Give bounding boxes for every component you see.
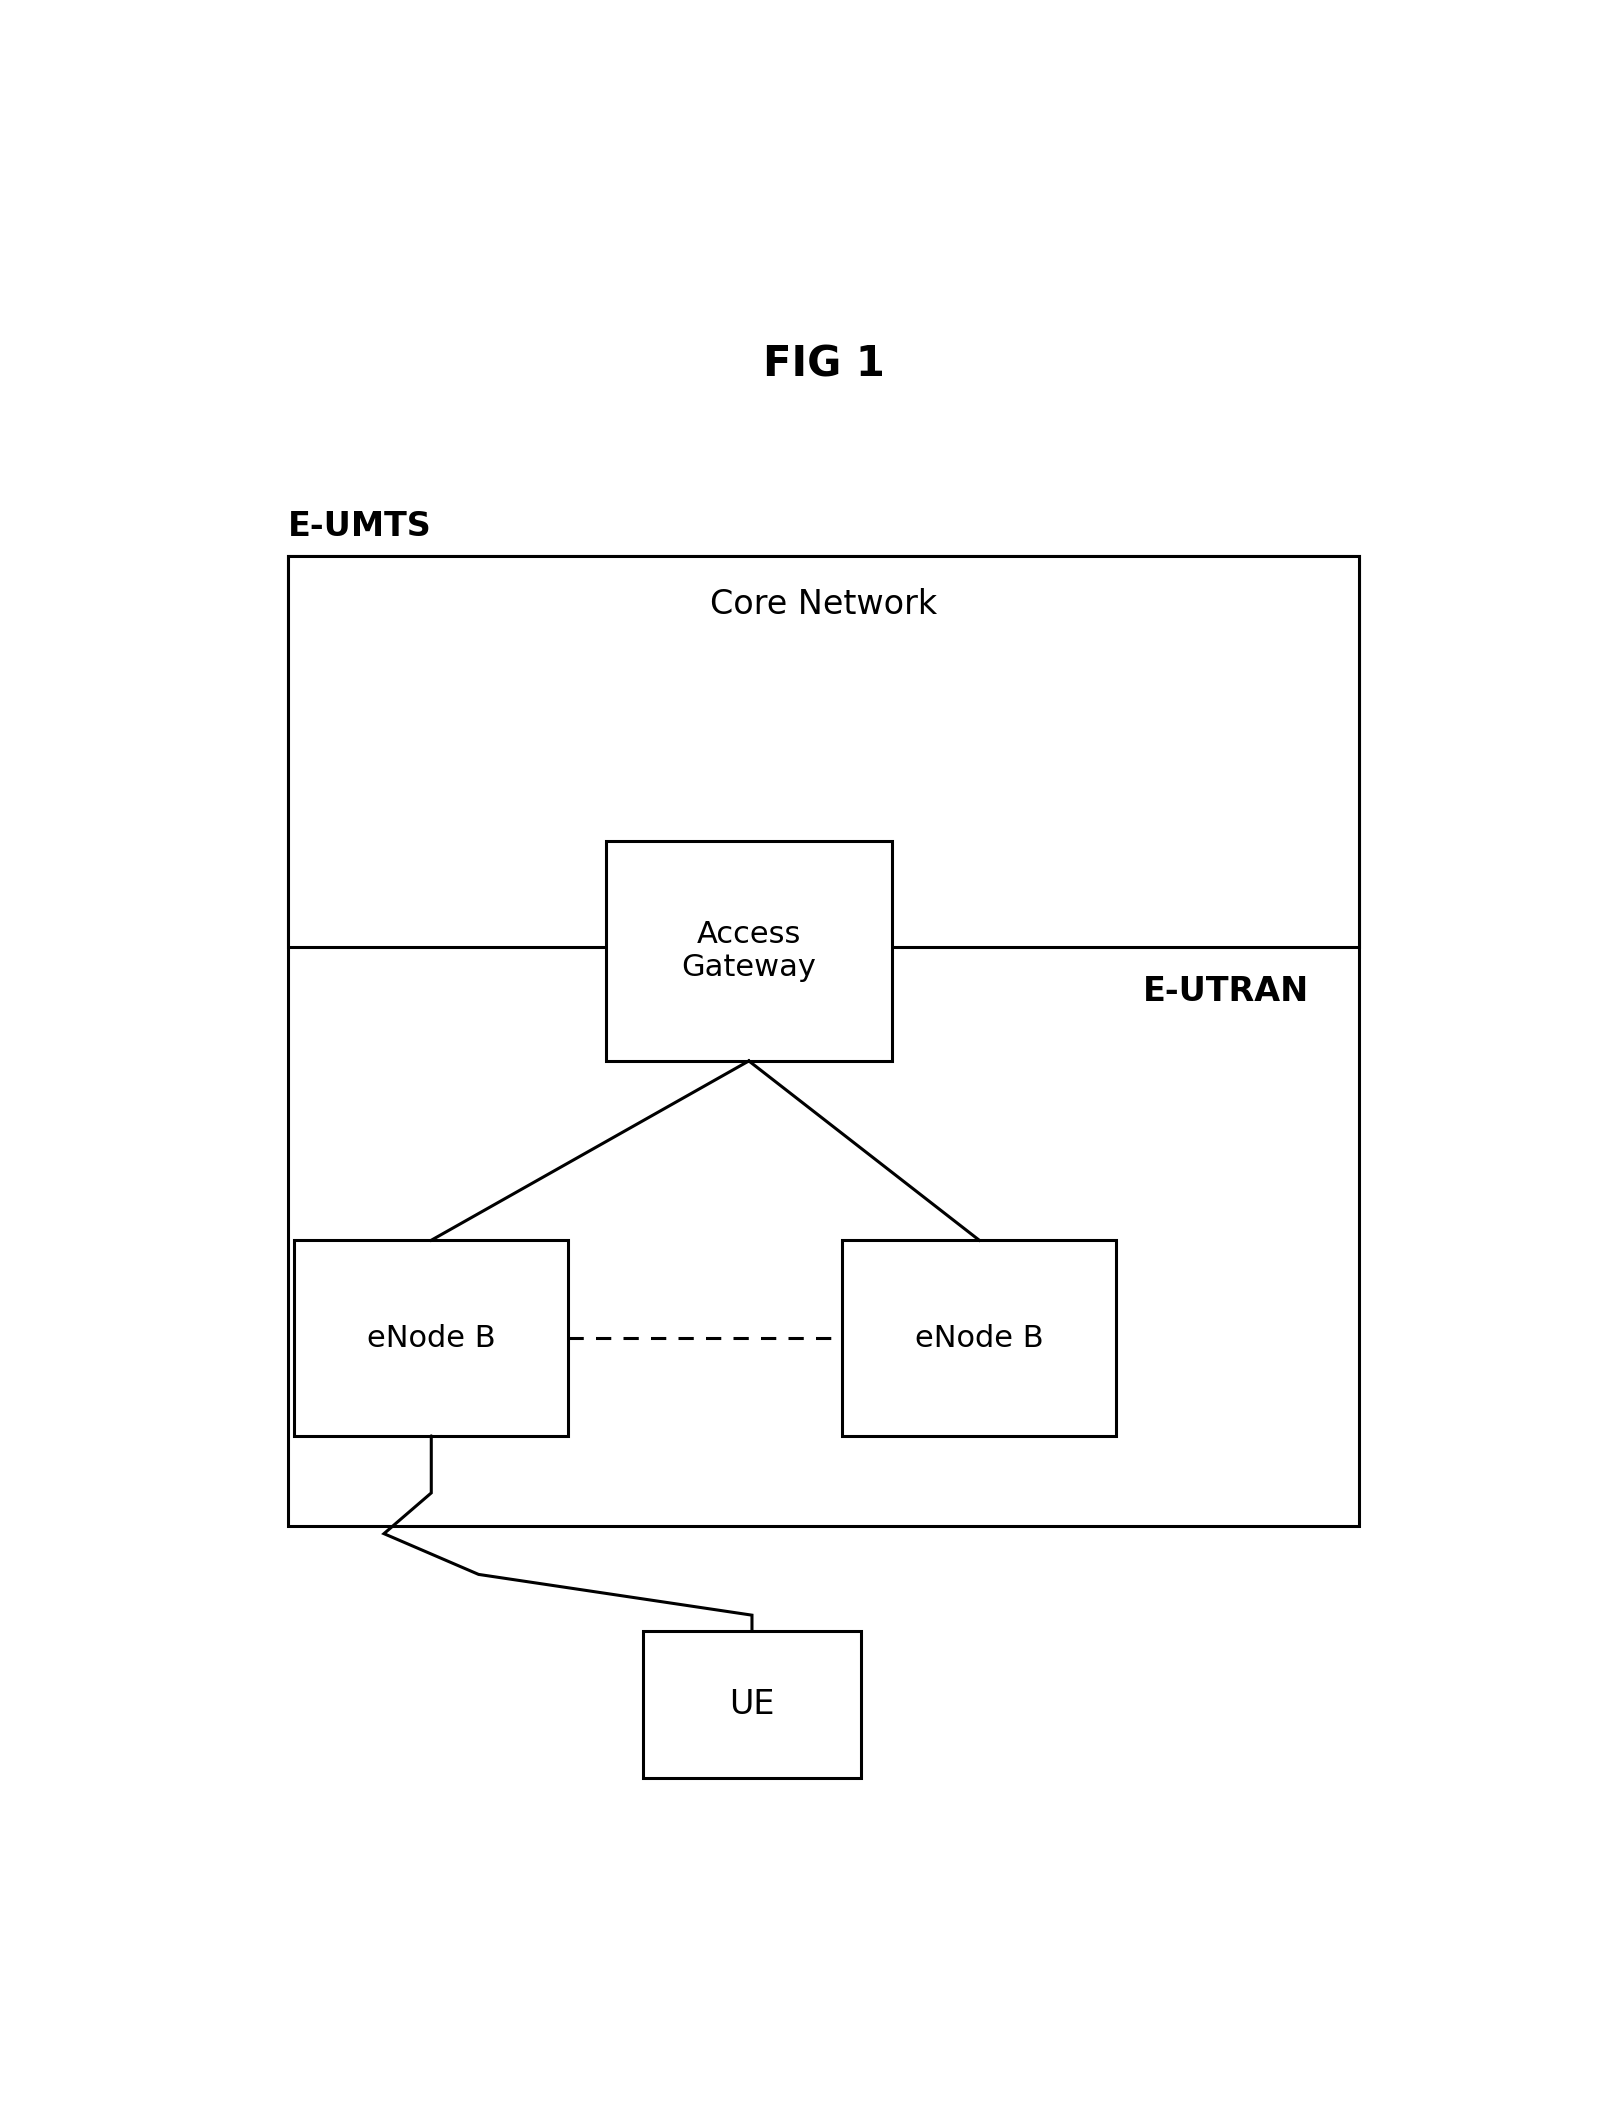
Bar [643, 1632, 861, 1778]
Text: FIG 1: FIG 1 [763, 343, 884, 385]
Text: E-UMTS: E-UMTS [288, 510, 432, 542]
Text: Core Network: Core Network [710, 589, 937, 620]
Bar [288, 555, 1360, 1526]
Bar [294, 1241, 569, 1435]
Bar [842, 1241, 1117, 1435]
Bar [606, 840, 892, 1061]
Text: eNode B: eNode B [914, 1323, 1043, 1353]
Bar [288, 555, 1360, 946]
Text: E-UTRAN: E-UTRAN [1143, 974, 1310, 1008]
Text: eNode B: eNode B [366, 1323, 495, 1353]
Text: UE: UE [730, 1689, 775, 1721]
Text: Access
Gateway: Access Gateway [681, 919, 816, 982]
